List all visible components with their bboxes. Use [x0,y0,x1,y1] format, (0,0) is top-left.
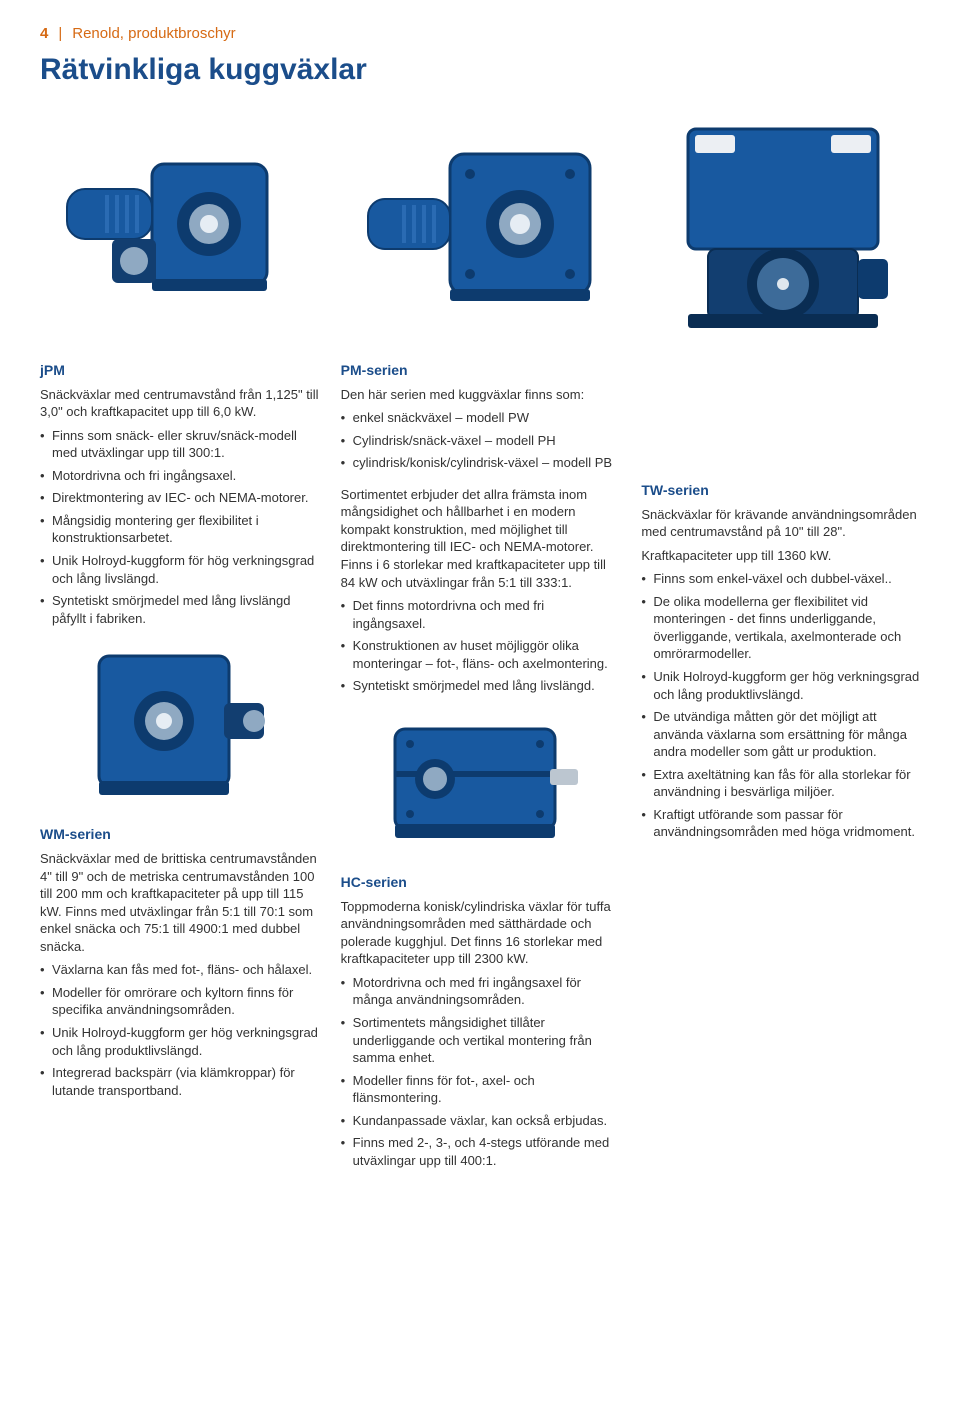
list-item: Integrerad backspärr (via klämkroppar) f… [40,1064,319,1099]
page-title: Rätvinkliga kuggväxlar [40,50,920,91]
pm-bullets2: Det finns motordrivna och med fri ingång… [341,597,620,695]
list-item: Unik Holroyd-kuggform för hög verkningsg… [40,552,319,587]
list-item: Unik Holroyd-kuggform ger hög verkningsg… [641,668,920,703]
list-item: Det finns motordrivna och med fri ingång… [341,597,620,632]
list-item: Konstruktionen av huset möjliggör olika … [341,637,620,672]
list-item: Motordrivna och med fri ingångsaxel för … [341,974,620,1009]
jpm-intro: Snäckväxlar med centrumavstånd från 1,12… [40,386,319,421]
tw-bullets: Finns som enkel-växel och dubbel-växel..… [641,570,920,841]
list-item: Kraftigt utförande som passar för använd… [641,806,920,841]
product-image-wm [40,641,319,811]
gearbox-icon [350,129,610,319]
pm-para: Sortimentet erbjuder det allra främsta i… [341,486,620,591]
header-divider: | [58,24,62,44]
column-1: jPM Snäckväxlar med centrumavstånd från … [40,361,319,1184]
wm-bullets: Växlarna kan fås med fot-, fläns- och hå… [40,961,319,1099]
list-item: De utvändiga måtten gör det möjligt att … [641,708,920,761]
gearbox-icon [653,109,913,339]
hc-heading: HC-serien [341,873,620,892]
list-item: De olika modellerna ger flexibilitet vid… [641,593,920,663]
brochure-label: Renold, produktbroschyr [72,24,235,44]
list-item: cylindrisk/konisk/cylindrisk-växel – mod… [341,454,620,472]
column-3: TW-serien Snäckväxlar för krävande använ… [641,361,920,1184]
hero-images [40,109,920,339]
jpm-heading: jPM [40,361,319,380]
list-item: Syntetiskt smörjmedel med lång livslängd… [40,592,319,627]
page-number: 4 [40,24,48,44]
wm-intro: Snäckväxlar med de brittiska centrumavst… [40,850,319,955]
hc-bullets: Motordrivna och med fri ingångsaxel för … [341,974,620,1169]
gearbox-icon [47,129,307,319]
list-item: Unik Holroyd-kuggform ger hög verkningsg… [40,1024,319,1059]
list-item: Finns som enkel-växel och dubbel-växel.. [641,570,920,588]
column-2: PM-serien Den här serien med kuggväxlar … [341,361,620,1184]
gearbox-icon [375,709,585,859]
wm-heading: WM-serien [40,825,319,844]
jpm-bullets: Finns som snäck- eller skruv/snäck-model… [40,427,319,627]
product-image-hc [341,709,620,859]
list-item: Syntetiskt smörjmedel med lång livslängd… [341,677,620,695]
list-item: Modeller finns för fot-, axel- och fläns… [341,1072,620,1107]
list-item: Cylindrisk/snäck-växel – modell PH [341,432,620,450]
list-item: Direktmontering av IEC- och NEMA-motorer… [40,489,319,507]
list-item: enkel snäckväxel – modell PW [341,409,620,427]
product-image-tw [645,109,920,339]
list-item: Sortimentets mångsidighet tillåter under… [341,1014,620,1067]
pm-bullets1: enkel snäckväxel – modell PW Cylindrisk/… [341,409,620,472]
list-item: Mångsidig montering ger flexibilitet i k… [40,512,319,547]
tw-intro2: Kraftkapaciteter upp till 1360 kW. [641,547,920,565]
product-image-jpm [40,109,315,339]
list-item: Finns som snäck- eller skruv/snäck-model… [40,427,319,462]
gearbox-icon [74,641,284,811]
list-item: Växlarna kan fås med fot-, fläns- och hå… [40,961,319,979]
product-image-pm [343,109,618,339]
list-item: Finns med 2-, 3-, och 4-stegs utförande … [341,1134,620,1169]
list-item: Kundanpassade växlar, kan också erbjudas… [341,1112,620,1130]
pm-intro1: Den här serien med kuggväxlar finns som: [341,386,620,404]
list-item: Motordrivna och fri ingångsaxel. [40,467,319,485]
tw-intro1: Snäckväxlar för krävande användningsområ… [641,506,920,541]
pm-heading: PM-serien [341,361,620,380]
list-item: Extra axeltätning kan fås för alla storl… [641,766,920,801]
tw-heading: TW-serien [641,481,920,500]
list-item: Modeller för omrörare och kyltorn finns … [40,984,319,1019]
page-header: 4 | Renold, produktbroschyr [40,24,920,44]
hc-intro: Toppmoderna konisk/cylindriska växlar fö… [341,898,620,968]
